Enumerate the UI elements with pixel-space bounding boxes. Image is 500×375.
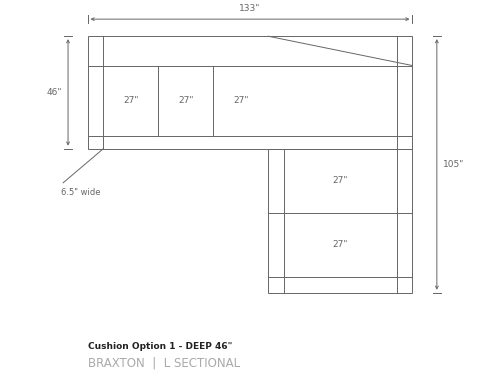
Text: 27": 27" (332, 176, 348, 185)
Bar (88, 36, 412, 148)
Text: 27": 27" (123, 96, 138, 105)
Text: 27": 27" (233, 96, 248, 105)
Bar (268, 148, 412, 293)
Text: 27": 27" (178, 96, 194, 105)
Text: 6.5" wide: 6.5" wide (60, 188, 100, 196)
Text: 46": 46" (46, 88, 62, 97)
Text: 105": 105" (443, 160, 464, 169)
Text: Cushion Option 1 - DEEP 46": Cushion Option 1 - DEEP 46" (88, 342, 232, 351)
Text: 27": 27" (332, 240, 348, 249)
Text: 133": 133" (240, 4, 260, 13)
Text: BRAXTON  |  L SECTIONAL: BRAXTON | L SECTIONAL (88, 356, 240, 369)
